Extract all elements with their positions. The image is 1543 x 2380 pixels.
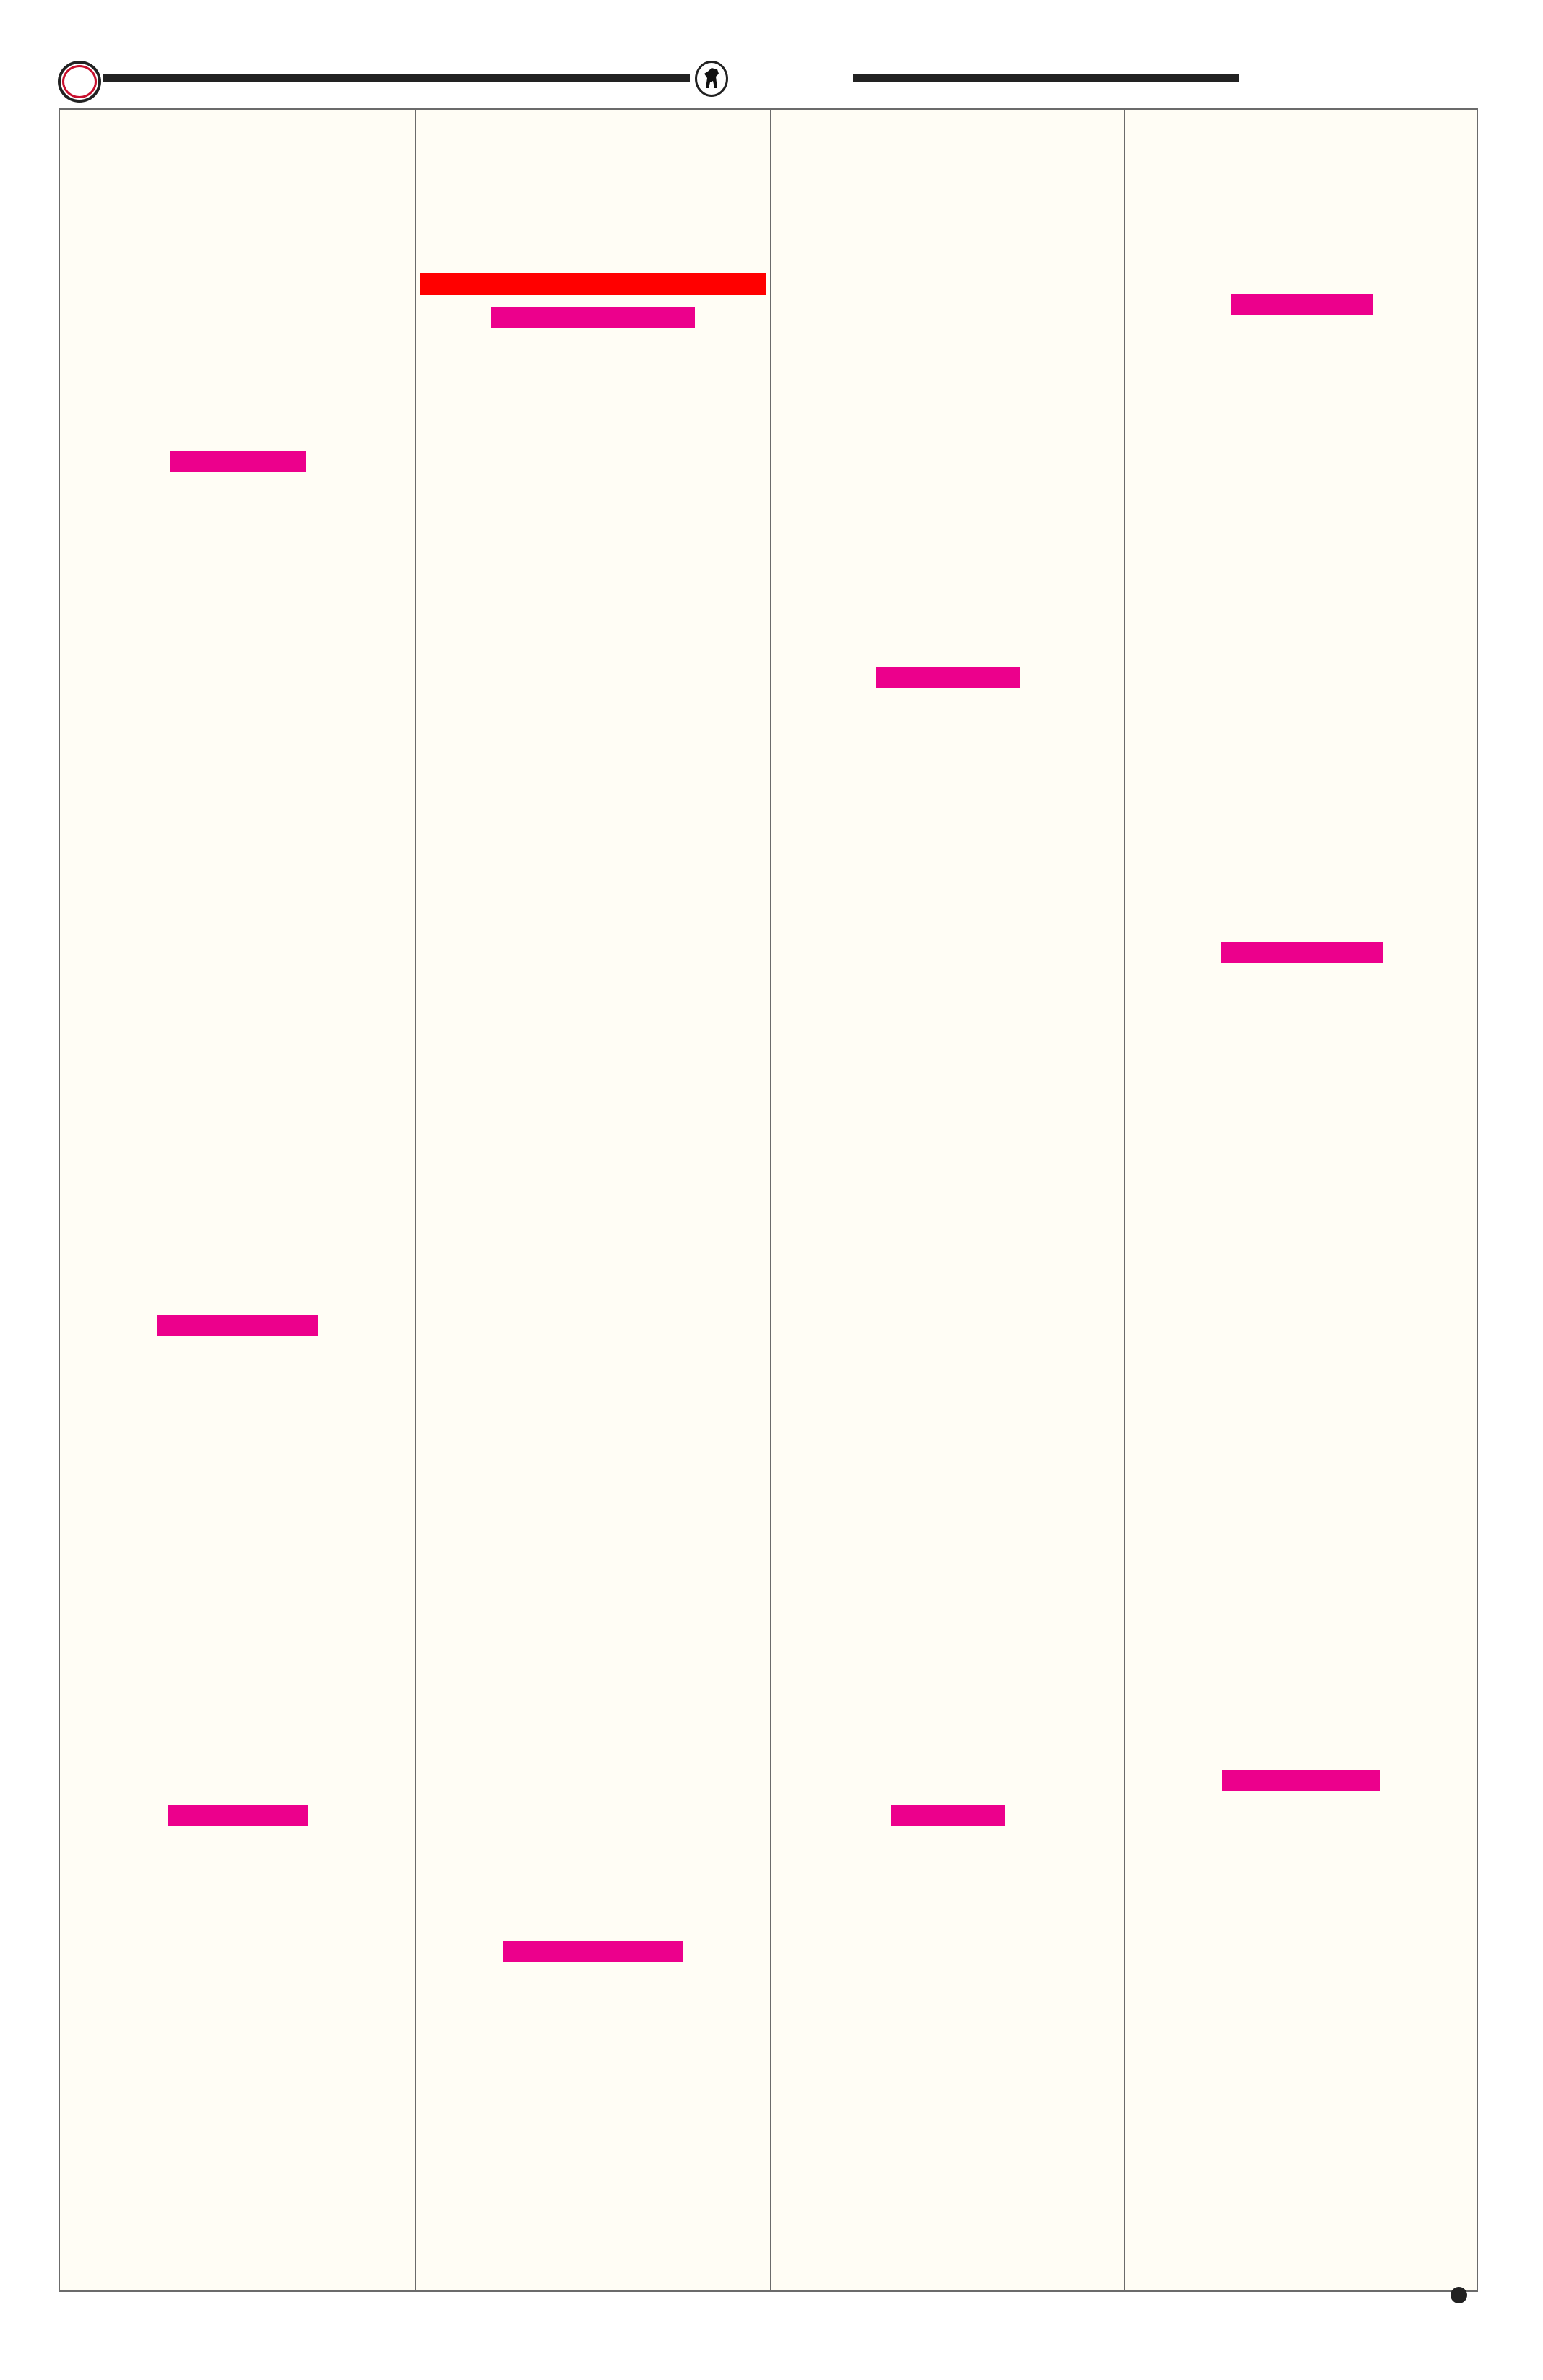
redaction-block xyxy=(1221,942,1383,963)
page-frame xyxy=(59,108,1478,2292)
column-divider xyxy=(1124,108,1125,2292)
animal-emblem-icon xyxy=(695,61,728,97)
redaction-block xyxy=(891,1805,1005,1826)
redaction-block xyxy=(1222,1770,1380,1791)
redaction-block xyxy=(168,1805,308,1826)
red-ring-icon xyxy=(58,61,101,103)
redaction-block xyxy=(170,451,306,472)
redaction-block xyxy=(876,667,1020,688)
column-divider xyxy=(415,108,416,2292)
redaction-block xyxy=(503,1941,683,1962)
header-rule-left xyxy=(103,74,690,82)
redaction-block xyxy=(157,1315,318,1336)
column-divider xyxy=(770,108,772,2292)
redaction-block xyxy=(1231,294,1373,315)
redaction-block-red xyxy=(420,273,766,295)
bullet-dot-icon xyxy=(1451,2287,1467,2303)
redaction-block xyxy=(491,307,695,328)
header-rule-right xyxy=(853,74,1239,82)
